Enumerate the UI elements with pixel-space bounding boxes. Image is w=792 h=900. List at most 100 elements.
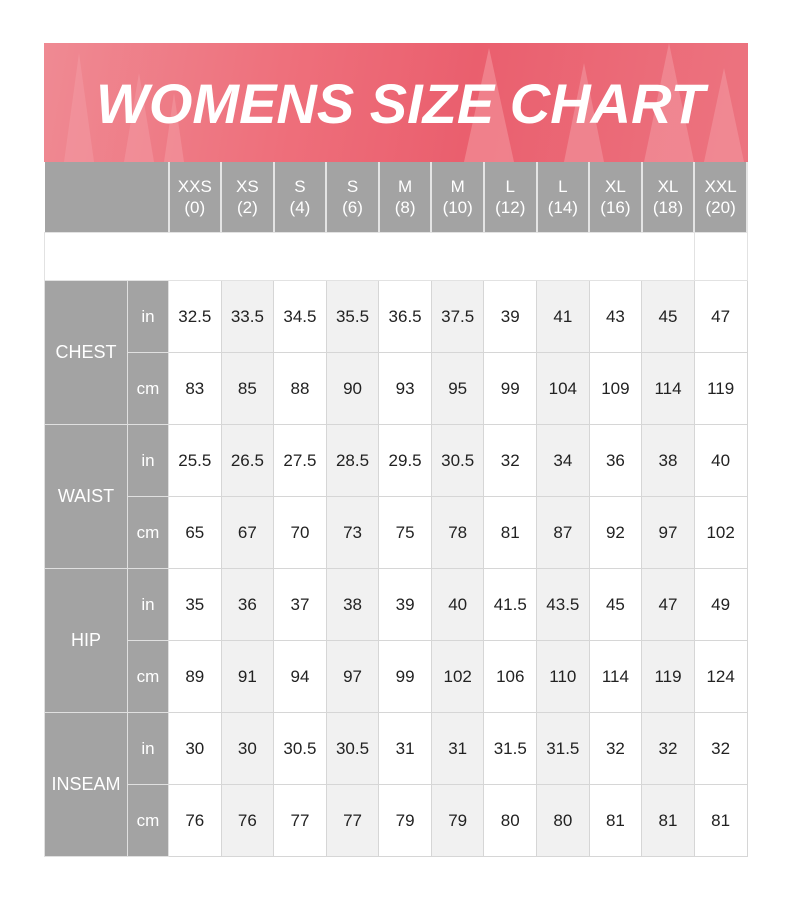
- value-cell: 80: [536, 784, 590, 857]
- size-label: L: [505, 177, 515, 196]
- size-column-header: M (10): [430, 162, 485, 233]
- value-cell: 79: [378, 784, 432, 857]
- size-number: (4): [289, 198, 311, 217]
- spacer-row: [44, 232, 695, 281]
- value-cell: 40: [693, 424, 748, 497]
- value-cell: 31: [430, 712, 485, 785]
- value-cell: 25.5: [168, 424, 222, 497]
- size-number: (12): [495, 198, 526, 217]
- value-cell: 49: [693, 568, 748, 641]
- value-cell: 119: [641, 640, 695, 713]
- size-column-header: M (8): [377, 162, 433, 233]
- size-label: L: [558, 177, 568, 196]
- value-cell: 119: [693, 352, 748, 425]
- value-cell: 38: [325, 568, 380, 641]
- value-cell: 80: [483, 784, 538, 857]
- size-label: M: [450, 177, 465, 196]
- size-column-header: XL (16): [588, 162, 643, 233]
- value-cell: 39: [378, 568, 432, 641]
- value-cell: 32: [483, 424, 538, 497]
- value-cell: 81: [483, 496, 538, 569]
- value-cell: 32.5: [168, 280, 222, 353]
- size-label: XXL: [704, 177, 737, 196]
- value-cell: 41.5: [483, 568, 538, 641]
- value-cell: 75: [378, 496, 432, 569]
- size-label: XL: [605, 177, 626, 196]
- value-cell: 102: [430, 640, 485, 713]
- value-cell: 97: [641, 496, 695, 569]
- value-cell: 34: [536, 424, 590, 497]
- size-number: (20): [705, 198, 736, 217]
- value-cell: 27.5: [273, 424, 327, 497]
- value-cell: 109: [588, 352, 643, 425]
- value-cell: 37: [273, 568, 327, 641]
- value-cell: 91: [220, 640, 275, 713]
- value-cell: 95: [430, 352, 485, 425]
- value-cell: 41: [536, 280, 590, 353]
- value-cell: 79: [430, 784, 485, 857]
- size-label: XXS: [177, 177, 212, 196]
- header-corner: [44, 162, 169, 233]
- value-cell: 36: [220, 568, 275, 641]
- value-cell: 30: [168, 712, 222, 785]
- size-number: (2): [236, 198, 258, 217]
- value-cell: 47: [641, 568, 695, 641]
- value-cell: 33.5: [220, 280, 275, 353]
- size-number: (10): [442, 198, 473, 217]
- size-column-header: XL (18): [640, 162, 696, 233]
- value-cell: 29.5: [378, 424, 432, 497]
- size-label: XS: [236, 177, 259, 196]
- value-cell: 30.5: [273, 712, 327, 785]
- value-cell: 36: [588, 424, 643, 497]
- value-cell: 30.5: [325, 712, 380, 785]
- value-cell: 39: [483, 280, 538, 353]
- value-cell: 37.5: [430, 280, 485, 353]
- table-row: HIP in 35 36 37 38 39 40 41.5 43.5 45 47 49: [44, 568, 748, 713]
- size-column-header: XS (2): [220, 162, 275, 233]
- table-row: CHEST in 32.5 33.5 34.5 35.5 36.5 37.5 39 41 43 45 4…: [44, 280, 748, 425]
- table-row: INSEAM in 30 30 30.5 30.5 31 31 31.5 31.5 32 32 32: [44, 712, 748, 857]
- value-cell: 45: [588, 568, 643, 641]
- value-cell: 104: [536, 352, 590, 425]
- table-row: cm 89 91 94 97 99 102 106 110 114 119 124: [45, 640, 748, 713]
- unit-label: in: [127, 424, 169, 497]
- chart-title: WOMENS SIZE CHART: [96, 72, 705, 135]
- size-column-header: L (14): [535, 162, 591, 233]
- unit-label: in: [127, 712, 169, 785]
- value-cell: 102: [693, 496, 748, 569]
- size-column-header: XXS (0): [167, 162, 223, 233]
- size-label: XL: [657, 177, 679, 196]
- unit-label: cm: [127, 496, 169, 569]
- value-cell: 114: [588, 640, 643, 713]
- value-cell: 76: [168, 784, 222, 857]
- measurement-label: WAIST: [44, 424, 128, 569]
- value-cell: 31: [378, 712, 432, 785]
- unit-label: in: [127, 568, 169, 641]
- table-row: cm 83 85 88 90 93 95 99 104 109 114 119: [45, 352, 748, 425]
- value-cell: 31.5: [483, 712, 538, 785]
- value-cell: 99: [483, 352, 538, 425]
- table-row: WAIST in 25.5 26.5 27.5 28.5 29.5 30.5 32 34 36 38 4…: [44, 424, 748, 569]
- value-cell: 31.5: [536, 712, 590, 785]
- value-cell: 93: [378, 352, 432, 425]
- title-banner: WOMENS SIZE CHART: [44, 43, 748, 162]
- value-cell: 38: [641, 424, 695, 497]
- value-cell: 36.5: [378, 280, 432, 353]
- value-cell: 110: [536, 640, 590, 713]
- value-cell: 47: [693, 280, 748, 353]
- value-cell: 78: [430, 496, 485, 569]
- measurement-label: CHEST: [44, 280, 128, 425]
- size-column-header: S (4): [272, 162, 328, 233]
- value-cell: 30: [220, 712, 275, 785]
- value-cell: 106: [483, 640, 538, 713]
- unit-label: cm: [127, 640, 169, 713]
- unit-label: cm: [127, 784, 169, 857]
- value-cell: 65: [168, 496, 222, 569]
- forest-background-image: [64, 43, 744, 162]
- size-number: (18): [652, 198, 684, 217]
- value-cell: 32: [588, 712, 643, 785]
- value-cell: 83: [168, 352, 222, 425]
- measurement-label: HIP: [44, 568, 128, 713]
- value-cell: 76: [220, 784, 275, 857]
- measurement-label: INSEAM: [44, 712, 128, 857]
